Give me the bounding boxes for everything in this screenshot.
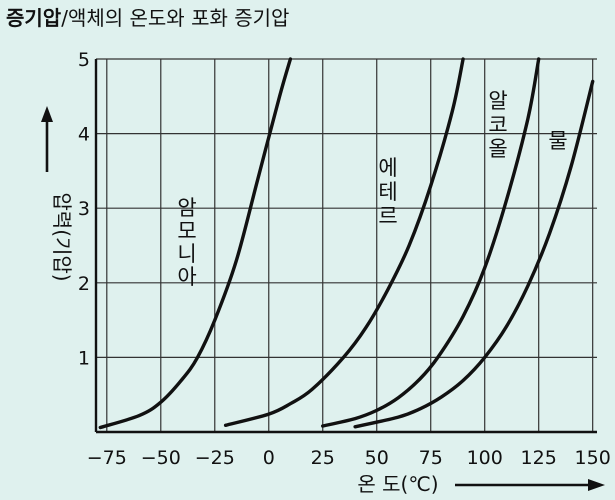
y-tick-label: 5 [78,49,90,71]
chart-title-separator: / [61,6,68,30]
x-tick-label: 100 [467,447,503,469]
x-tick-label: −50 [141,447,181,469]
x-tick-label: −25 [195,447,235,469]
vapor-pressure-curves [98,57,595,430]
y-axis-title: 압력(기압) [50,192,74,281]
x-axis-label: 온 도(℃) [357,472,605,496]
chart-title-main: 증기압 [6,6,62,30]
x-tick-label: 0 [263,447,275,469]
ammonia-curve [98,57,293,430]
x-axis-title: 온 도(℃) [357,472,438,496]
y-tick-label: 4 [78,124,90,146]
y-axis-arrow-head [41,106,53,122]
chart-subtitle: 액체의 온도와 포화 증기압 [67,6,290,30]
x-tick-label: 150 [575,447,611,469]
water-label: 물 [548,129,567,153]
x-axis-arrow-head [588,479,605,491]
ether-curve [223,57,465,427]
axes: −75 −50 −25 0 25 50 75 100 125 150 1 2 3 4 5 [78,49,611,469]
x-tick-label: −75 [87,447,127,469]
water-curve [353,79,595,429]
y-axis-label: 압력(기압) [41,106,74,282]
y-tick-label: 2 [78,273,90,295]
x-tick-label: 25 [311,447,335,469]
alcohol-curve [321,57,541,428]
x-tick-label: 75 [419,447,443,469]
x-tick-label: 50 [365,447,389,469]
y-tick-label: 3 [78,198,90,220]
chart-title: 증기압/액체의 온도와 포화 증기압 [6,2,289,31]
x-tick-label: 125 [521,447,557,469]
y-tick-label: 1 [78,347,90,369]
grid-lines [96,58,597,432]
